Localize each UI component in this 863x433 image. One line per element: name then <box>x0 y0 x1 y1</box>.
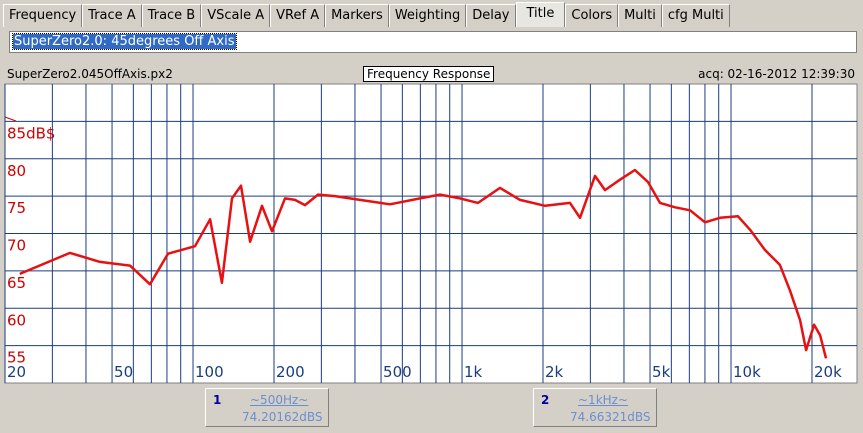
x-tick-label: 2k <box>545 363 564 381</box>
file-name: SuperZero2.045OffAxis.px2 <box>7 67 173 81</box>
chart-title: Frequency Response <box>363 66 495 82</box>
tab[interactable]: Trace B <box>141 4 202 27</box>
plot-area <box>4 83 858 384</box>
acq-time: acq: 02-16-2012 12:39:30 <box>698 67 855 81</box>
x-tick-label: 20k <box>814 363 842 381</box>
y-tick-label: 60 <box>7 311 26 329</box>
tab[interactable]: Delay <box>466 4 516 27</box>
y-ref-marker <box>4 116 17 122</box>
tab[interactable]: Multi <box>618 4 662 27</box>
x-tick-label: 500 <box>383 363 412 381</box>
marker-number: 2 <box>541 393 550 407</box>
marker-number: 1 <box>213 393 222 407</box>
x-tick-label: 10k <box>733 363 761 381</box>
tab[interactable]: Title <box>515 2 566 27</box>
title-text: SuperZero2.0: 45degrees Off Axis <box>12 33 237 50</box>
marker-value: 74.20162dBS <box>242 410 323 424</box>
tab[interactable]: VScale A <box>201 4 271 27</box>
y-tick-label: 70 <box>7 237 26 255</box>
tab[interactable]: Trace A <box>82 4 142 27</box>
x-tick-label: 20 <box>7 363 26 381</box>
y-tick-label: 85dB$ <box>7 124 55 142</box>
tab[interactable]: VRef A <box>270 4 326 27</box>
x-tick-label: 50 <box>114 363 133 381</box>
marker-frequency: ~500Hz~ <box>250 393 309 407</box>
marker-frequency: ~1kHz~ <box>578 393 629 407</box>
tab[interactable]: Weighting <box>388 4 467 27</box>
x-tick-label: 5k <box>652 363 671 381</box>
x-tick-label: 200 <box>276 363 305 381</box>
y-tick-label: 55 <box>7 349 26 367</box>
marker-box[interactable]: 2 ~1kHz~ 74.66321dBS <box>533 388 657 427</box>
y-tick-label: 75 <box>7 199 26 217</box>
marker-box[interactable]: 1 ~500Hz~ 74.20162dBS <box>205 388 329 427</box>
title-input[interactable]: SuperZero2.0: 45degrees Off Axis <box>9 31 857 53</box>
y-tick-label: 80 <box>7 162 26 180</box>
tab[interactable]: Colors <box>565 4 619 27</box>
tab[interactable]: Markers <box>325 4 389 27</box>
x-tick-label: 100 <box>195 363 224 381</box>
y-tick-label: 65 <box>7 274 26 292</box>
tab[interactable]: cfg Multi <box>661 4 730 27</box>
marker-value: 74.66321dBS <box>570 410 651 424</box>
tab[interactable]: Frequency <box>3 4 83 27</box>
x-tick-label: 1k <box>464 363 483 381</box>
trace-line <box>19 168 828 359</box>
tab-bar: Frequency Trace A Trace B VScale A VRef A Mar… <box>3 2 730 27</box>
